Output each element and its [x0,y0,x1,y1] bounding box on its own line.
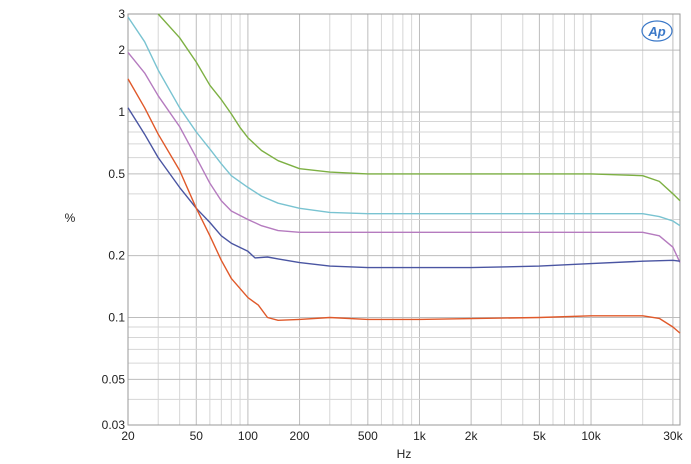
series-line-1 [157,13,681,202]
y-tick-label: 2 [118,43,125,57]
x-axis-label: Hz [397,447,412,461]
x-tick-label: 30k [663,429,683,443]
y-tick-label: 0.1 [108,311,125,325]
x-tick-label: 100 [238,429,258,443]
y-tick-labels: 3 2 1 0.5 0.2 0.1 0.05 0.03 [102,7,126,432]
series-line-3 [127,51,681,263]
x-tick-label: 50 [190,429,204,443]
series-line-2 [127,16,681,227]
ap-logo-text: Ap [647,24,665,39]
ap-logo: Ap [641,20,673,42]
series-line-5 [127,78,681,334]
y-tick-label: 1 [118,105,125,119]
x-tick-label: 2k [465,429,479,443]
x-tick-label: 10k [581,429,601,443]
x-tick-label: 5k [533,429,547,443]
y-tick-label: 0.5 [108,167,125,181]
x-tick-labels: 20 50 100 200 500 1k 2k 5k 10k 30k [121,429,683,443]
y-tick-label: 3 [118,7,125,21]
series-layer [127,13,681,334]
series-line-4 [127,107,681,269]
plot-frame [127,13,681,426]
y-axis-label: % [65,211,76,225]
x-tick-label: 20 [121,429,135,443]
x-tick-label: 1k [413,429,427,443]
x-tick-label: 500 [358,429,378,443]
x-tick-label: 200 [290,429,310,443]
y-tick-label: 0.03 [102,418,126,432]
y-tick-label: 0.2 [108,249,125,263]
y-tick-label: 0.05 [102,372,126,386]
ap-logo-ring-icon [641,20,673,42]
